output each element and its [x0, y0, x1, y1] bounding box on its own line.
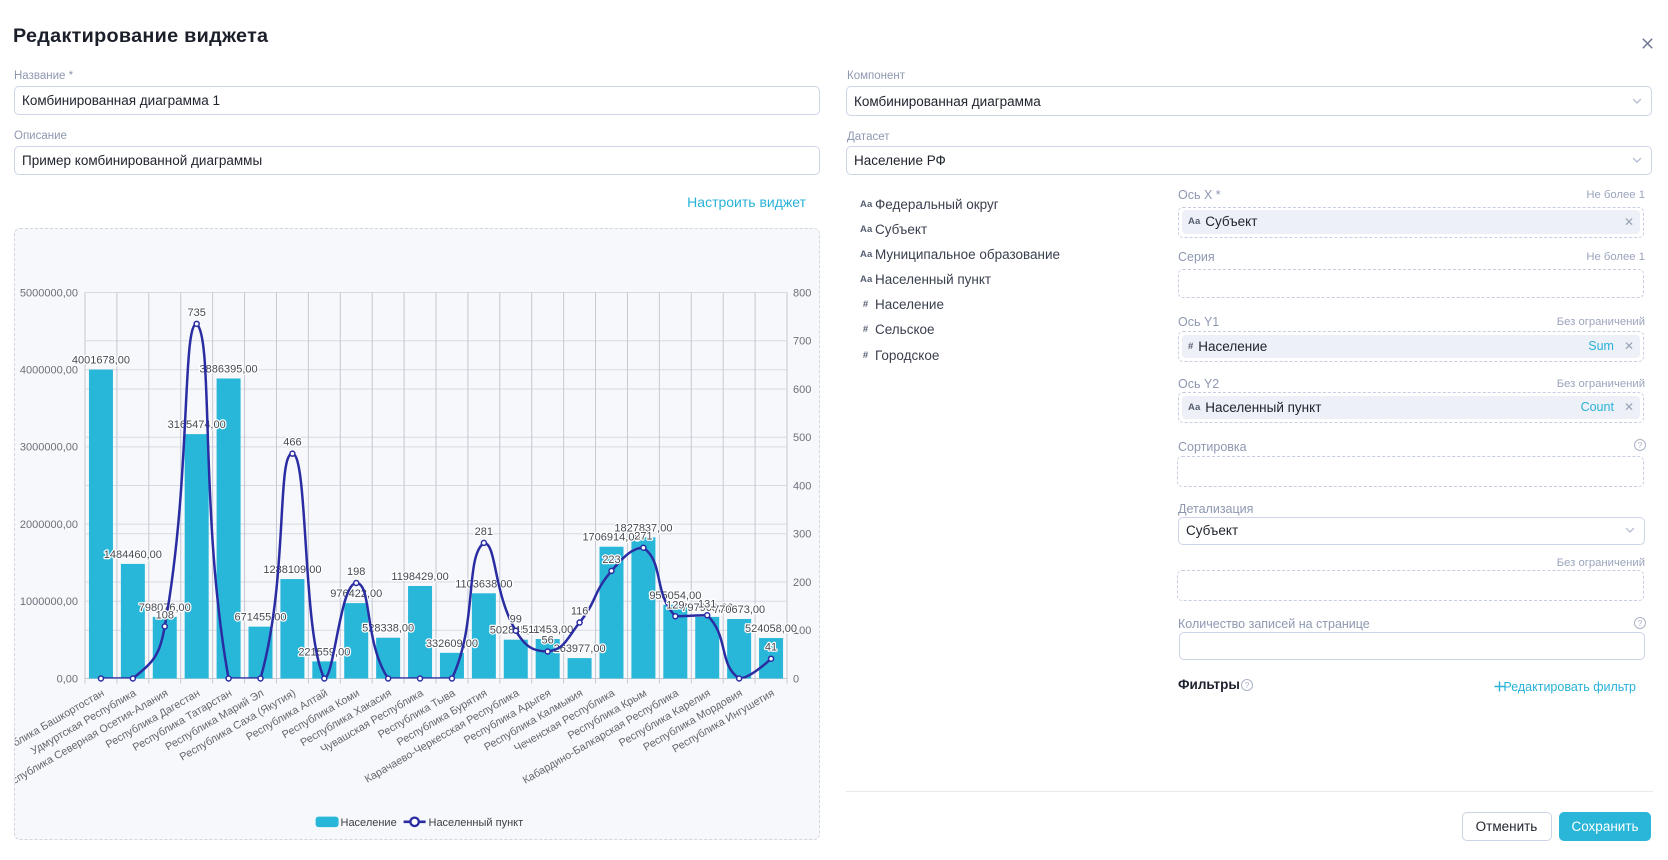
svg-text:1103638,00: 1103638,00: [455, 578, 512, 590]
svg-text:500: 500: [793, 432, 811, 444]
svg-text:99: 99: [510, 614, 522, 626]
svg-text:600: 600: [793, 384, 811, 396]
svg-text:56: 56: [542, 634, 554, 646]
svg-text:735: 735: [188, 307, 206, 319]
svg-text:332609,00: 332609,00: [426, 638, 478, 650]
svg-text:0: 0: [793, 673, 799, 685]
svg-text:511453,00: 511453,00: [522, 624, 573, 636]
svg-text:281: 281: [475, 526, 493, 538]
svg-text:108: 108: [156, 609, 174, 621]
svg-text:1706914,00: 1706914,00: [582, 532, 640, 544]
svg-text:116: 116: [571, 606, 589, 618]
svg-text:200: 200: [793, 577, 811, 589]
svg-text:198: 198: [347, 566, 365, 578]
svg-text:797963,00: 797963,00: [681, 602, 733, 614]
svg-text:1198429,00: 1198429,00: [391, 571, 448, 583]
svg-text:3165474,00: 3165474,00: [168, 419, 226, 431]
svg-text:271: 271: [634, 531, 652, 543]
svg-text:4001678,00: 4001678,00: [72, 355, 130, 367]
svg-text:41: 41: [765, 642, 777, 654]
svg-text:798076,00: 798076,00: [139, 602, 191, 614]
svg-text:700: 700: [793, 336, 811, 348]
svg-text:129: 129: [666, 599, 684, 611]
svg-text:671455,00: 671455,00: [235, 612, 287, 624]
svg-text:466: 466: [283, 437, 301, 449]
svg-text:3886395,00: 3886395,00: [200, 363, 258, 375]
svg-text:976422,00: 976422,00: [330, 588, 382, 600]
svg-text:5000000,00: 5000000,00: [20, 287, 78, 299]
svg-text:400: 400: [793, 480, 811, 492]
svg-text:221559,00: 221559,00: [298, 646, 350, 658]
svg-text:131: 131: [698, 598, 716, 610]
svg-text:3000000,00: 3000000,00: [20, 442, 78, 454]
svg-text:Населенный пункт: Населенный пункт: [429, 817, 524, 829]
svg-text:0,00: 0,00: [57, 673, 78, 685]
svg-text:300: 300: [793, 529, 811, 541]
svg-text:524058,00: 524058,00: [745, 623, 797, 635]
svg-text:223: 223: [602, 554, 620, 566]
svg-text:770673,00: 770673,00: [713, 604, 765, 616]
svg-text:1288109,00: 1288109,00: [263, 564, 321, 576]
svg-text:1484460,00: 1484460,00: [104, 549, 162, 561]
svg-text:Население: Население: [341, 817, 397, 829]
svg-text:1000000,00: 1000000,00: [20, 596, 78, 608]
svg-text:528338,00: 528338,00: [362, 623, 414, 635]
svg-text:100: 100: [793, 625, 811, 637]
svg-text:2000000,00: 2000000,00: [20, 519, 78, 531]
svg-text:1827837,00: 1827837,00: [614, 522, 672, 534]
svg-text:4000000,00: 4000000,00: [20, 365, 78, 377]
svg-text:263977,00: 263977,00: [554, 643, 606, 655]
svg-text:800: 800: [793, 287, 811, 299]
